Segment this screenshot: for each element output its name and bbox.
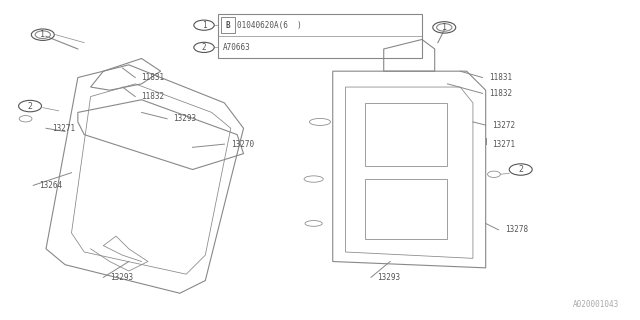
Text: 2: 2	[518, 165, 524, 174]
Text: 1: 1	[202, 21, 206, 30]
Text: 13278: 13278	[505, 225, 528, 234]
Text: 01040620A(6  ): 01040620A(6 )	[237, 21, 302, 30]
Text: 13293: 13293	[109, 273, 133, 282]
Text: 11832: 11832	[489, 89, 512, 98]
Text: 13271: 13271	[52, 124, 76, 133]
Text: 1: 1	[40, 30, 45, 39]
Text: A020001043: A020001043	[573, 300, 620, 309]
Text: 1: 1	[442, 23, 447, 32]
Text: 13293: 13293	[378, 273, 401, 282]
Text: 2: 2	[202, 43, 206, 52]
Text: 13293: 13293	[173, 114, 196, 123]
Text: A70663: A70663	[223, 43, 251, 52]
Text: 2: 2	[28, 101, 33, 111]
Text: 13271: 13271	[492, 140, 515, 148]
Text: 13264: 13264	[40, 181, 63, 190]
Text: 11831: 11831	[141, 73, 164, 82]
Text: 13270: 13270	[231, 140, 254, 148]
Text: 13272: 13272	[492, 121, 515, 130]
Text: B: B	[225, 21, 230, 30]
Text: 11831: 11831	[489, 73, 512, 82]
Text: 11832: 11832	[141, 92, 164, 101]
